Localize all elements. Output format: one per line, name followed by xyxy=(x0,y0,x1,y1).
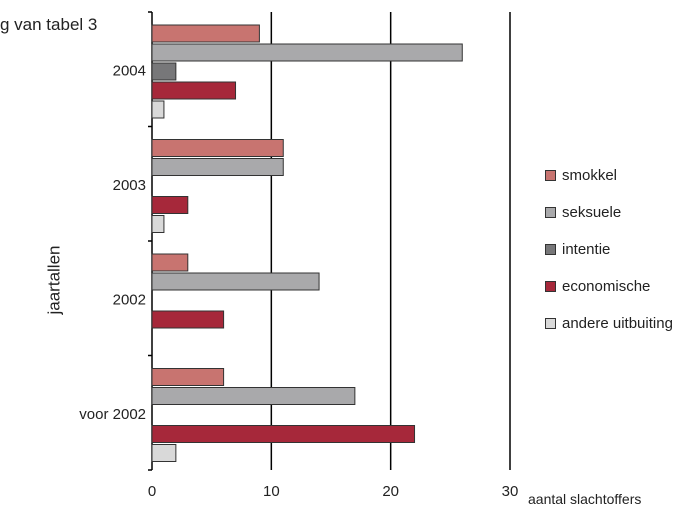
legend-item-economische: economische xyxy=(545,268,673,305)
legend-label: intentie xyxy=(562,241,611,258)
x-tick-label: 0 xyxy=(148,483,156,500)
x-tick-label: 10 xyxy=(263,483,280,500)
bar-smokkel-2002 xyxy=(151,253,189,272)
x-axis-label: aantal slachtoffers xyxy=(528,491,642,507)
bar-economische-voor-2002 xyxy=(151,425,416,443)
legend-item-smokkel: smokkel xyxy=(545,157,673,194)
legend-swatch xyxy=(545,281,556,292)
bar-andere-uitbuiting-voor-2002 xyxy=(151,444,177,462)
legend-item-seksuele: seksuele xyxy=(545,194,673,231)
bar-economische-2004 xyxy=(151,81,237,100)
category-label: 2003 xyxy=(113,177,146,194)
bar-smokkel-2003 xyxy=(151,139,284,157)
category-label: 2002 xyxy=(113,291,146,308)
bar-intentie-2004 xyxy=(151,62,177,81)
chart-title: g van tabel 3 xyxy=(0,15,98,34)
legend-label: smokkel xyxy=(562,167,618,184)
bar-seksuele-voor-2002 xyxy=(151,387,356,405)
bar-economische-2002 xyxy=(151,310,225,329)
bar-andere-uitbuiting-2004 xyxy=(151,100,165,119)
legend-swatch xyxy=(545,170,556,181)
category-label: voor 2002 xyxy=(79,406,146,423)
x-tick-label: 30 xyxy=(502,483,519,500)
bar-andere-uitbuiting-2003 xyxy=(151,215,165,233)
legend-item-intentie: intentie xyxy=(545,231,673,268)
legend-label: economische xyxy=(562,278,651,295)
bar-seksuele-2002 xyxy=(151,272,320,291)
legend-label: andere uitbuiting xyxy=(562,315,673,332)
bar-smokkel-voor-2002 xyxy=(151,368,225,386)
bar-seksuele-2003 xyxy=(151,158,284,176)
legend-swatch xyxy=(545,244,556,255)
bar-economische-2003 xyxy=(151,196,189,214)
bar-smokkel-2004 xyxy=(151,24,260,43)
legend-item-andere-uitbuiting: andere uitbuiting xyxy=(545,305,673,342)
legend-label: seksuele xyxy=(562,204,622,221)
bar-seksuele-2004 xyxy=(151,43,463,62)
x-tick-label: 20 xyxy=(382,483,399,500)
category-label: 2004 xyxy=(113,62,146,79)
legend-swatch xyxy=(545,318,556,329)
chart-legend: smokkel seksuele intentie economische andere… xyxy=(545,157,673,342)
legend-swatch xyxy=(545,207,556,218)
